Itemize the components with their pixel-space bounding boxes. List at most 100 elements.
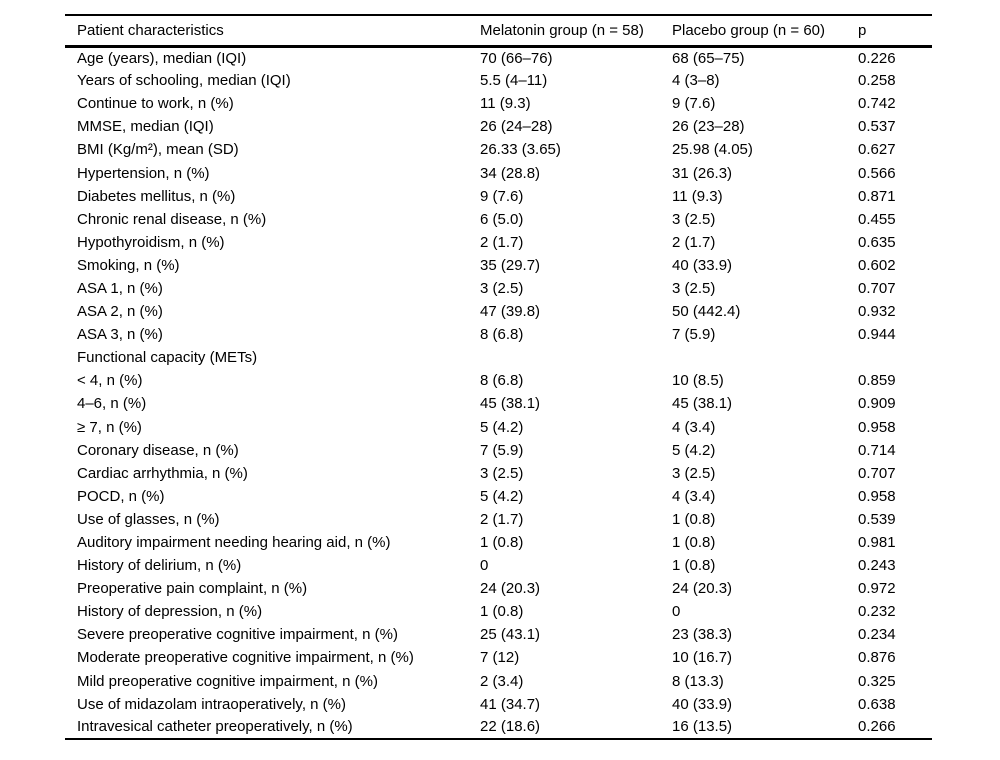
table-row: Use of glasses, n (%) 2 (1.7) 1 (0.8) 0.539 bbox=[65, 508, 932, 531]
characteristic-cell: ≥ 7, n (%) bbox=[77, 418, 142, 436]
placebo-value-cell: 1 (0.8) bbox=[672, 534, 716, 552]
melatonin-value-cell: 5.5 (4–11) bbox=[480, 72, 548, 90]
placebo-value-cell: 24 (20.3) bbox=[672, 580, 733, 598]
melatonin-value-cell bbox=[480, 346, 672, 369]
placebo-value-cell: 4 (3.4) bbox=[672, 487, 716, 505]
placebo-value-cell: 5 (4.2) bbox=[672, 441, 716, 459]
placebo-value-cell: 31 (26.3) bbox=[672, 164, 733, 182]
characteristic-cell: Preoperative pain complaint, n (%) bbox=[77, 580, 308, 598]
melatonin-value-cell: 25 (43.1) bbox=[480, 626, 541, 644]
table-row: Hypertension, n (%) 34 (28.8) 31 (26.3) 0.5… bbox=[65, 161, 932, 184]
p-value-cell: 0.234 bbox=[858, 626, 896, 644]
p-value-cell: 0.638 bbox=[858, 695, 896, 713]
table-row: Coronary disease, n (%) 7 (5.9) 5 (4.2) 0.7… bbox=[65, 439, 932, 462]
characteristic-cell: Coronary disease, n (%) bbox=[77, 441, 239, 459]
table-row: Smoking, n (%) 35 (29.7) 40 (33.9) 0.602 bbox=[65, 254, 932, 277]
placebo-value-cell: 11 (9.3) bbox=[672, 187, 723, 205]
table-row: Continue to work, n (%) 11 (9.3) 9 (7.6) 0.… bbox=[65, 92, 932, 115]
table-row: Age (years), median (IQI) 70 (66–76) 68 (6… bbox=[65, 46, 932, 69]
placebo-value-cell: 3 (2.5) bbox=[672, 279, 716, 297]
p-value-cell: 0.455 bbox=[858, 210, 896, 228]
p-value-cell bbox=[858, 346, 932, 369]
placebo-value-cell: 40 (33.9) bbox=[672, 256, 733, 274]
p-value-cell: 0.707 bbox=[858, 464, 896, 482]
placebo-value-cell: 3 (2.5) bbox=[672, 464, 716, 482]
characteristic-cell: Continue to work, n (%) bbox=[77, 95, 234, 113]
melatonin-value-cell: 41 (34.7) bbox=[480, 695, 541, 713]
placebo-value-cell: 50 (442.4) bbox=[672, 303, 741, 321]
p-value-cell: 0.909 bbox=[858, 395, 896, 413]
characteristic-cell: Mild preoperative cognitive impairment, … bbox=[77, 672, 378, 690]
table-row: BMI (Kg/m²), mean (SD) 26.33 (3.65) 25.98 … bbox=[65, 138, 932, 161]
placebo-value-cell: 9 (7.6) bbox=[672, 95, 716, 113]
characteristic-cell: Cardiac arrhythmia, n (%) bbox=[77, 464, 248, 482]
p-value-cell: 0.932 bbox=[858, 303, 896, 321]
table-row: MMSE, median (IQI) 26 (24–28) 26 (23–28) 0.… bbox=[65, 115, 932, 138]
p-value-cell: 0.539 bbox=[858, 510, 896, 528]
characteristic-cell: ASA 3, n (%) bbox=[77, 326, 163, 344]
melatonin-value-cell: 7 (12) bbox=[480, 649, 520, 667]
placebo-value-cell: 4 (3–8) bbox=[672, 72, 720, 90]
characteristic-cell: BMI (Kg/m²), mean (SD) bbox=[77, 141, 239, 159]
placebo-value-cell: 10 (16.7) bbox=[672, 649, 733, 667]
column-header-p-value: p bbox=[858, 15, 932, 48]
melatonin-value-cell: 8 (6.8) bbox=[480, 326, 524, 344]
melatonin-value-cell: 5 (4.2) bbox=[480, 418, 524, 436]
p-value-cell: 0.266 bbox=[858, 718, 896, 736]
table-row: 4–6, n (%) 45 (38.1) 45 (38.1) 0.909 bbox=[65, 392, 932, 415]
characteristic-cell: Diabetes mellitus, n (%) bbox=[77, 187, 236, 205]
table-header: Patient characteristics Melatonin group … bbox=[65, 15, 932, 48]
melatonin-value-cell: 9 (7.6) bbox=[480, 187, 524, 205]
melatonin-value-cell: 26.33 (3.65) bbox=[480, 141, 561, 159]
table-row: History of delirium, n (%) 0 1 (0.8) 0.243 bbox=[65, 554, 932, 577]
p-value-cell: 0.602 bbox=[858, 256, 896, 274]
placebo-value-cell: 10 (8.5) bbox=[672, 372, 724, 390]
p-value-cell: 0.226 bbox=[858, 49, 896, 67]
melatonin-value-cell: 34 (28.8) bbox=[480, 164, 541, 182]
melatonin-value-cell: 1 (0.8) bbox=[480, 603, 524, 621]
characteristic-cell: Use of midazolam intraoperatively, n (%) bbox=[77, 695, 346, 713]
p-value-cell: 0.243 bbox=[858, 557, 896, 575]
characteristic-cell: 4–6, n (%) bbox=[77, 395, 147, 413]
p-value-cell: 0.232 bbox=[858, 603, 896, 621]
placebo-value-cell: 0 bbox=[672, 603, 681, 621]
placebo-value-cell: 3 (2.5) bbox=[672, 210, 716, 228]
melatonin-value-cell: 5 (4.2) bbox=[480, 487, 524, 505]
placebo-value-cell: 68 (65–75) bbox=[672, 49, 745, 67]
melatonin-value-cell: 35 (29.7) bbox=[480, 256, 541, 274]
table-row: ≥ 7, n (%) 5 (4.2) 4 (3.4) 0.958 bbox=[65, 416, 932, 439]
table-row: History of depression, n (%) 1 (0.8) 0 0.23… bbox=[65, 600, 932, 623]
melatonin-value-cell: 70 (66–76) bbox=[480, 49, 553, 67]
characteristic-cell: Hypertension, n (%) bbox=[77, 164, 210, 182]
p-value-cell: 0.742 bbox=[858, 95, 896, 113]
placebo-value-cell: 4 (3.4) bbox=[672, 418, 716, 436]
placebo-value-cell: 23 (38.3) bbox=[672, 626, 733, 644]
melatonin-value-cell: 2 (3.4) bbox=[480, 672, 524, 690]
melatonin-value-cell: 22 (18.6) bbox=[480, 718, 541, 736]
characteristic-cell: Auditory impairment needing hearing aid,… bbox=[77, 534, 391, 552]
table-row: POCD, n (%) 5 (4.2) 4 (3.4) 0.958 bbox=[65, 485, 932, 508]
p-value-cell: 0.981 bbox=[858, 534, 896, 552]
table-row: Hypothyroidism, n (%) 2 (1.7) 2 (1.7) 0.635 bbox=[65, 231, 932, 254]
placebo-value-cell: 45 (38.1) bbox=[672, 395, 733, 413]
table-row: Functional capacity (METs) bbox=[65, 346, 932, 369]
table-row: < 4, n (%) 8 (6.8) 10 (8.5) 0.859 bbox=[65, 369, 932, 392]
melatonin-value-cell: 6 (5.0) bbox=[480, 210, 524, 228]
table-row: ASA 3, n (%) 8 (6.8) 7 (5.9) 0.944 bbox=[65, 323, 932, 346]
characteristic-cell: ASA 2, n (%) bbox=[77, 303, 163, 321]
characteristic-cell: Moderate preoperative cognitive impairme… bbox=[77, 649, 414, 667]
melatonin-value-cell: 3 (2.5) bbox=[480, 464, 524, 482]
placebo-value-cell: 8 (13.3) bbox=[672, 672, 724, 690]
p-value-cell: 0.859 bbox=[858, 372, 896, 390]
p-value-cell: 0.566 bbox=[858, 164, 896, 182]
placebo-value-cell: 25.98 (4.05) bbox=[672, 141, 753, 159]
table-row: Chronic renal disease, n (%) 6 (5.0) 3 (2.… bbox=[65, 208, 932, 231]
p-value-cell: 0.714 bbox=[858, 441, 896, 459]
p-value-cell: 0.958 bbox=[858, 418, 896, 436]
placebo-value-cell: 40 (33.9) bbox=[672, 695, 733, 713]
table-row: Use of midazolam intraoperatively, n (%)… bbox=[65, 693, 932, 716]
characteristic-cell: MMSE, median (IQI) bbox=[77, 118, 214, 136]
table-body: Age (years), median (IQI) 70 (66–76) 68 (6… bbox=[65, 46, 932, 739]
table-row: Years of schooling, median (IQI) 5.5 (4–1… bbox=[65, 69, 932, 92]
